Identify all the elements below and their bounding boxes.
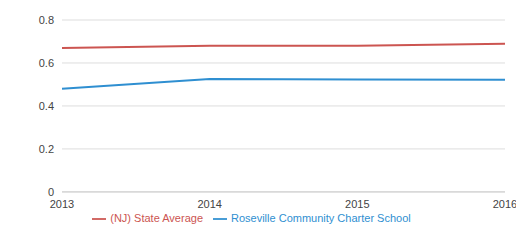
svg-text:2016: 2016 — [493, 198, 516, 210]
svg-text:0.2: 0.2 — [39, 143, 54, 155]
svg-text:0.6: 0.6 — [39, 57, 54, 69]
html-text:Roseville Community Charter Sc: Roseville Community Charter School — [231, 211, 411, 224]
html-text:(NJ) State Average: (NJ) State Average — [110, 211, 203, 224]
svg-text:2014: 2014 — [197, 198, 221, 210]
svg-text:0: 0 — [48, 186, 54, 198]
svg-text:0.4: 0.4 — [39, 100, 54, 112]
svg-text:2015: 2015 — [345, 198, 369, 210]
svg-text:0.8: 0.8 — [39, 14, 54, 26]
svg-text:2013: 2013 — [50, 198, 74, 210]
